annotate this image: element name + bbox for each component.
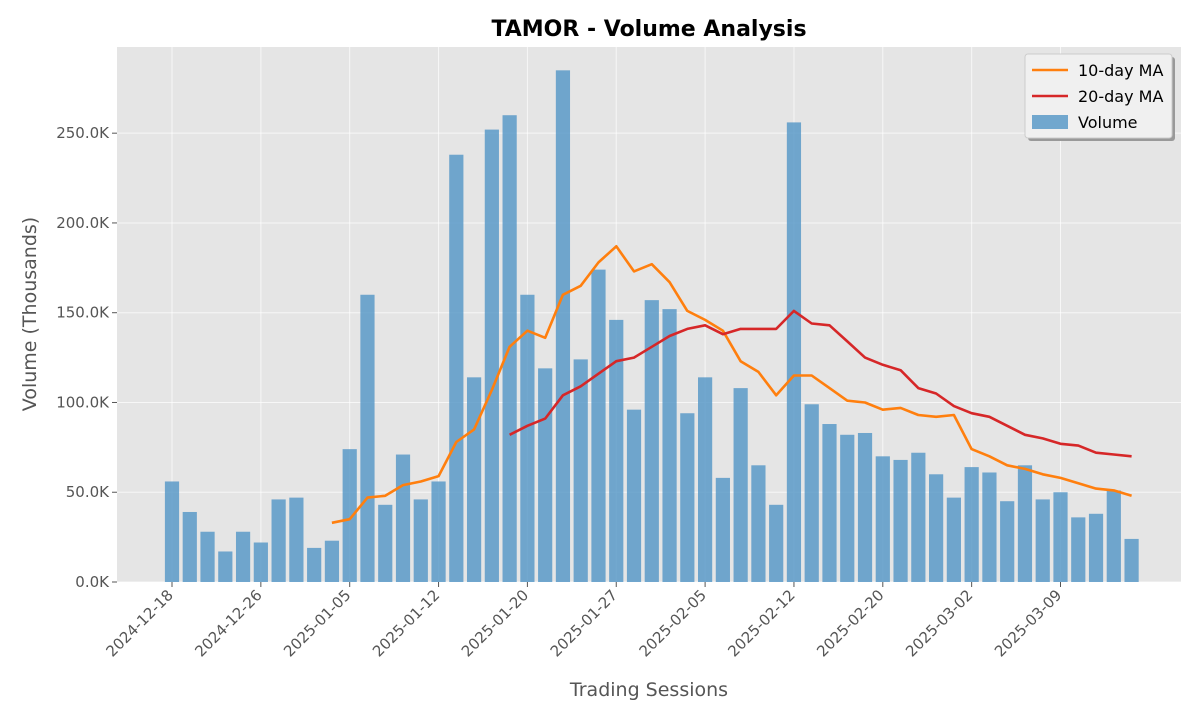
volume-bar: [289, 497, 304, 582]
volume-bar: [218, 551, 233, 582]
volume-bar: [875, 456, 890, 582]
volume-bar: [840, 434, 855, 582]
volume-bar: [271, 499, 286, 582]
volume-bar: [200, 531, 215, 582]
volume-bar: [644, 300, 659, 582]
volume-bar: [733, 388, 748, 582]
x-tick-label: 2024-12-18: [102, 586, 176, 660]
volume-bar: [1124, 538, 1139, 582]
volume-bar: [164, 481, 180, 582]
y-axis-label: Volume (Thousands): [19, 217, 41, 411]
x-axis-label: Trading Sessions: [569, 679, 728, 701]
moving-average-lines: [331, 245, 1132, 525]
volume-bar: [946, 497, 961, 582]
legend-label: 20-day MA: [1078, 87, 1163, 106]
volume-bar: [609, 319, 624, 582]
volume-bar: [1000, 501, 1015, 582]
volume-bar: [360, 294, 375, 582]
volume-bar: [413, 499, 428, 582]
volume-bar: [1088, 513, 1104, 582]
volume-bars: [164, 70, 1139, 583]
volume-bar: [822, 424, 837, 582]
volume-bar: [573, 359, 588, 582]
y-tick-label: 0.0K: [75, 573, 110, 591]
volume-bar: [857, 432, 873, 582]
x-tick-label: 2025-02-20: [813, 586, 887, 660]
x-tick-label: 2025-01-05: [280, 586, 354, 660]
volume-bar: [1071, 517, 1086, 582]
y-tick-label: 250.0K: [56, 124, 110, 142]
x-tick-label: 2025-03-02: [902, 586, 976, 660]
x-axis: 2024-12-18 2024-12-26 2025-01-05 2025-01-12…: [102, 582, 1065, 660]
ma10-line: [331, 245, 1132, 525]
chart-title: TAMOR - Volume Analysis: [491, 17, 806, 42]
legend-label: 10-day MA: [1078, 61, 1163, 80]
volume-bar: [324, 540, 340, 582]
volume-bar: [911, 452, 926, 582]
volume-bar: [1053, 492, 1068, 582]
chart-legend: 10-day MA 20-day MA Volume: [1024, 53, 1175, 141]
volume-bar: [929, 474, 944, 582]
x-tick-label: 2025-01-12: [369, 586, 443, 660]
volume-bar: [1106, 490, 1121, 582]
volume-bar: [591, 269, 606, 582]
x-tick-label: 2025-02-12: [724, 586, 798, 660]
volume-bar: [484, 129, 499, 582]
volume-bar: [626, 409, 642, 582]
volume-bar: [769, 504, 784, 582]
volume-bar: [1035, 499, 1050, 582]
legend-label: Volume: [1078, 113, 1138, 132]
volume-bar: [715, 477, 730, 582]
volume-bar: [982, 472, 997, 582]
y-tick-label: 50.0K: [66, 483, 110, 501]
volume-bar: [182, 511, 197, 582]
legend-swatch-bar: [1032, 115, 1068, 129]
x-tick-label: 2025-01-27: [547, 586, 621, 660]
volume-bar: [378, 504, 393, 582]
volume-bar: [466, 377, 482, 582]
volume-bar: [893, 459, 908, 582]
volume-bar: [804, 404, 819, 582]
x-tick-label: 2025-01-20: [458, 586, 532, 660]
y-tick-label: 150.0K: [56, 304, 110, 322]
volume-bar: [786, 122, 802, 583]
volume-bar: [431, 481, 446, 582]
volume-bar: [235, 531, 251, 582]
ma20-line: [509, 309, 1132, 458]
volume-bar: [253, 542, 268, 582]
volume-bar: [342, 449, 357, 582]
volume-bar: [555, 70, 571, 582]
volume-bar: [538, 368, 553, 582]
volume-bar: [395, 454, 411, 582]
volume-bar: [307, 547, 322, 582]
volume-bar: [449, 154, 464, 582]
volume-bar: [662, 309, 677, 582]
x-tick-label: 2025-02-05: [636, 586, 710, 660]
volume-bar: [680, 413, 695, 582]
volume-bar: [1017, 465, 1033, 582]
y-tick-label: 100.0K: [56, 393, 110, 411]
volume-bar: [520, 294, 535, 582]
x-tick-label: 2024-12-26: [191, 586, 265, 660]
y-tick-label: 200.0K: [56, 214, 110, 232]
volume-bar: [698, 377, 713, 582]
volume-bar: [751, 465, 766, 582]
y-axis: 0.0K 50.0K 100.0K 150.0K 200.0K 250.0K: [56, 124, 117, 591]
volume-bar: [964, 467, 979, 582]
x-tick-label: 2025-03-09: [991, 586, 1065, 660]
